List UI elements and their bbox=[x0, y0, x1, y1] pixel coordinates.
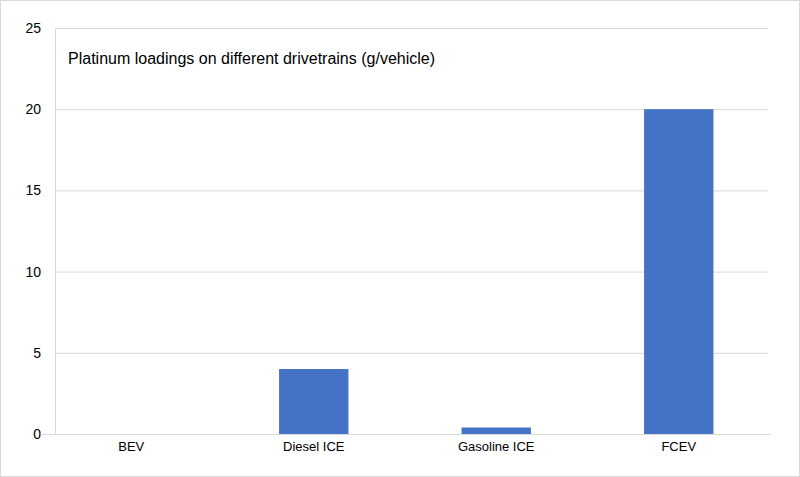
title: Platinum loadings on different drivetrai… bbox=[68, 50, 435, 67]
chart-frame bbox=[1, 1, 800, 477]
y-tick-label: 5 bbox=[33, 345, 41, 361]
x-tick-label: FCEV bbox=[661, 439, 696, 454]
x-tick: FCEV bbox=[661, 434, 696, 454]
grid-line bbox=[55, 28, 768, 29]
y-tick: 25 bbox=[25, 20, 768, 36]
y-tick-label: 15 bbox=[25, 182, 41, 198]
bar bbox=[97, 434, 166, 435]
y-tick-label: 0 bbox=[33, 426, 41, 442]
x-tick-label: Gasoline ICE bbox=[458, 439, 535, 454]
bar bbox=[644, 109, 713, 434]
bar bbox=[279, 369, 348, 434]
bar bbox=[462, 428, 531, 434]
y-tick-label: 25 bbox=[25, 20, 41, 36]
x-tick: Diesel ICE bbox=[283, 434, 345, 454]
bars bbox=[279, 109, 713, 434]
chart: 0 5 10 15 20 25 BEV Diesel ICE Gasoline ICE FCEV P… bbox=[0, 0, 800, 477]
x-tick-label: BEV bbox=[118, 439, 144, 454]
y-axis: 0 5 10 15 20 25 bbox=[25, 20, 768, 442]
x-axis-line bbox=[41, 434, 771, 435]
x-tick-label: Diesel ICE bbox=[283, 439, 345, 454]
y-tick-label: 20 bbox=[25, 101, 41, 117]
x-tick: BEV bbox=[118, 434, 144, 454]
x-tick: Gasoline ICE bbox=[458, 434, 535, 454]
plot: 0 5 10 15 20 25 BEV Diesel ICE Gasoline ICE FCEV bbox=[25, 20, 770, 454]
y-axis-line bbox=[56, 29, 769, 435]
x-axis: BEV Diesel ICE Gasoline ICE FCEV bbox=[41, 434, 771, 454]
y-tick-label: 10 bbox=[25, 264, 41, 280]
